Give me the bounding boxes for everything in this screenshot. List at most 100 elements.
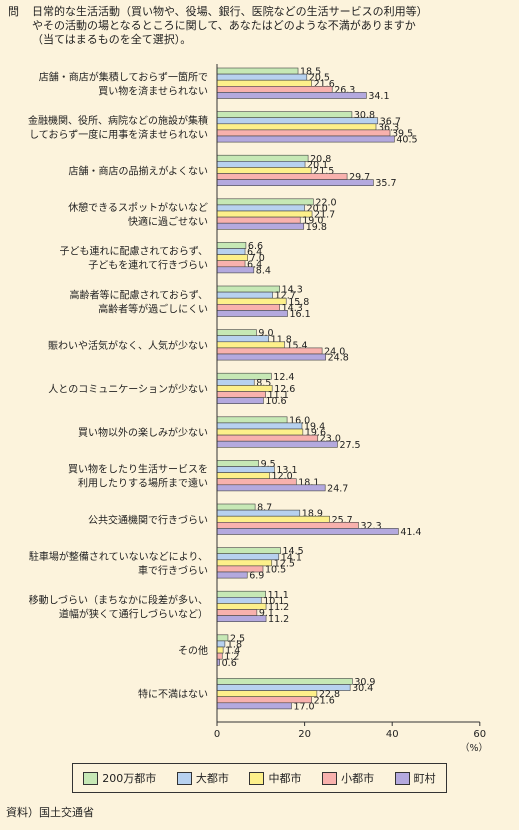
legend-swatch [176, 771, 192, 785]
data-label: 8.4 [256, 265, 271, 276]
data-label: 24.8 [328, 353, 349, 364]
data-label: 22.0 [315, 197, 336, 208]
bar [216, 129, 391, 137]
data-label: 19.4 [304, 422, 325, 433]
bar [216, 385, 273, 392]
question-line: （当てはまるものを全て選択）。 [32, 33, 192, 46]
data-label: 13.1 [276, 465, 297, 476]
data-label: 18.9 [302, 509, 323, 520]
bar [216, 123, 377, 131]
data-label: 1.4 [225, 646, 240, 657]
data-label: 11.1 [268, 390, 289, 401]
question-text: 日常的な生活活動（買い物や、役場、銀行、医院などの生活サービスの利用等） やその… [32, 5, 512, 47]
bar [216, 291, 273, 299]
bar [216, 179, 374, 187]
bar [216, 73, 308, 81]
bar [216, 391, 266, 398]
data-label: 34.1 [368, 91, 389, 102]
data-label: 21.6 [314, 695, 335, 706]
data-label: 21.5 [313, 166, 334, 177]
bar [216, 553, 280, 561]
category-label: 店舗・商店の品揃えがよくない [69, 164, 209, 177]
data-label: 14.3 [282, 303, 303, 314]
bar [216, 590, 266, 598]
bar [216, 111, 353, 118]
legend-label: 大都市 [195, 772, 229, 785]
bar [216, 285, 280, 293]
category-label: 店舗・商店が集積しておらず一箇所で [39, 70, 208, 83]
bar [216, 341, 285, 349]
x-tick-label: 40 [386, 729, 399, 740]
x-tick-label: 0 [214, 729, 220, 740]
question-line: やその活動の場となるところに関して、あなたはどのような不満がありますか [32, 19, 416, 32]
data-label: 8.5 [256, 378, 271, 389]
category-label: 金融機関、役所、病院などの施設が集積 [28, 114, 208, 127]
legend-item: 大都市 [176, 770, 229, 786]
data-label: 11.2 [268, 614, 289, 625]
data-label: 9.5 [261, 459, 276, 470]
bar [216, 67, 299, 75]
legend-swatch [249, 771, 265, 785]
category-label: 賑わいや活気がなく、人気が少ない [48, 339, 208, 352]
x-unit-label: （%） [460, 742, 488, 754]
bar [216, 690, 318, 697]
bar [216, 254, 248, 262]
category-label: 子どもを連れて行きづらい [88, 259, 208, 272]
category-label: 休憩できるスポットがないなど [68, 201, 208, 214]
bar [216, 297, 287, 305]
data-label: 20.5 [309, 73, 330, 84]
legend-swatch [394, 771, 410, 785]
bar [216, 92, 367, 99]
bar [216, 596, 262, 604]
bar [216, 378, 255, 386]
category-label: しておらず一度に用事を済ませられない [29, 128, 208, 141]
data-label: 10.5 [265, 565, 286, 576]
bar [216, 204, 305, 212]
data-label: 11.2 [268, 602, 289, 613]
data-label: 26.3 [334, 85, 355, 96]
data-label: 36.7 [380, 116, 401, 127]
data-label: 17.0 [293, 701, 314, 712]
legend-label: 町村 [413, 772, 436, 785]
data-label: 22.8 [319, 689, 340, 700]
data-label: 20.1 [307, 160, 328, 171]
bar [216, 428, 304, 436]
data-label: 27.5 [339, 440, 360, 451]
legend-label: 小都市 [341, 772, 375, 785]
bar [216, 609, 258, 616]
bar [216, 260, 246, 268]
data-label: 6.6 [248, 241, 263, 252]
data-label: 11.8 [271, 334, 292, 345]
data-label: 12.6 [274, 384, 295, 395]
category-label: 高齢者等に配慮されておらず、 [70, 288, 209, 301]
data-label: 10.1 [263, 596, 284, 607]
question-line: 日常的な生活活動（買い物や、役場、銀行、医院などの生活サービスの利用等） [32, 5, 428, 18]
x-tick-label: 60 [473, 729, 486, 740]
data-label: 18.1 [298, 477, 319, 488]
data-label: 23.0 [320, 434, 341, 445]
bar-chart: 店舗・商店が集積しておらず一箇所で買い物を済ませられない18.520.521.6… [28, 64, 488, 754]
legend-item: 中都市 [249, 770, 301, 786]
category-label: 道幅が狭くて通行しづらいなど） [59, 607, 208, 620]
data-label: 15.4 [286, 340, 307, 351]
source-note: 資料）国土交通省 [6, 806, 94, 819]
bar [216, 571, 248, 579]
bar [216, 466, 275, 473]
bar [216, 248, 246, 255]
legend-label: 中都市 [268, 772, 302, 785]
data-label: 8.7 [257, 503, 272, 514]
data-label: 12.4 [273, 372, 294, 383]
data-label: 21.7 [314, 210, 335, 221]
chart-legend: 200万都市 大都市 中都市 小都市 町村 [72, 763, 447, 793]
bar [216, 173, 348, 180]
bar [216, 347, 323, 355]
bar [216, 678, 353, 685]
category-label: 買い物をしたり生活サービスを [68, 463, 208, 476]
bar [216, 310, 288, 317]
bar [216, 303, 280, 311]
data-label: 12.0 [272, 471, 293, 482]
data-label: 24.7 [327, 483, 348, 494]
data-label: 25.7 [332, 515, 353, 526]
data-label: 9.0 [258, 328, 273, 339]
bar [216, 266, 255, 274]
